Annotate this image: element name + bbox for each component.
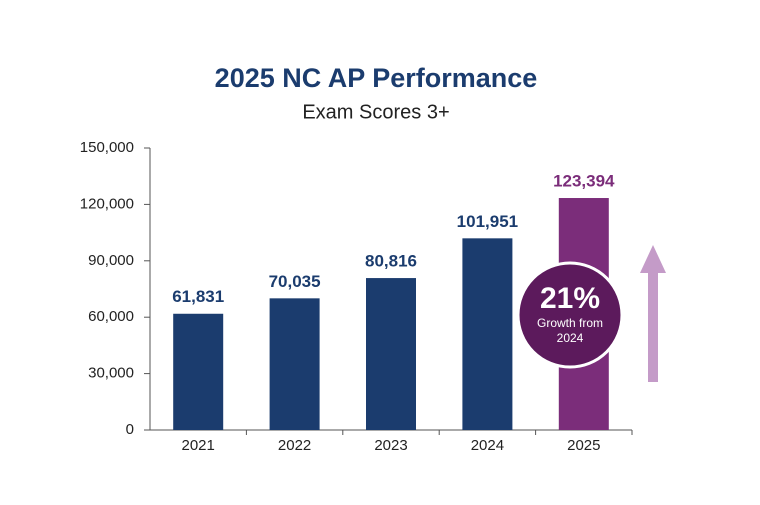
x-tick-label: 2024	[471, 437, 504, 454]
bar	[269, 298, 320, 430]
x-tick-label: 2023	[374, 437, 407, 454]
y-tick-label: 0	[126, 421, 134, 438]
value-label: 123,394	[553, 172, 615, 191]
bar	[366, 278, 416, 430]
bar	[173, 313, 224, 430]
growth-percent: 21%	[540, 282, 600, 315]
value-label: 61,831	[172, 287, 224, 306]
chart-subtitle: Exam Scores 3+	[302, 101, 449, 123]
value-label: 101,951	[457, 212, 518, 231]
value-label: 70,035	[269, 272, 321, 291]
x-tick-label: 2021	[182, 437, 215, 454]
growth-text: 2024	[557, 331, 584, 345]
x-tick-label: 2022	[278, 437, 311, 454]
growth-arrow	[640, 245, 666, 382]
value-label: 80,816	[365, 252, 417, 271]
y-tick-label: 90,000	[88, 252, 134, 269]
y-tick-label: 120,000	[80, 195, 134, 212]
growth-text: Growth from	[537, 316, 603, 330]
bar	[462, 238, 513, 430]
chart-title: 2025 NC AP Performance	[215, 63, 538, 93]
y-tick-label: 30,000	[88, 365, 134, 382]
growth-badge	[516, 261, 624, 369]
y-tick-label: 150,000	[80, 139, 134, 156]
y-tick-label: 60,000	[88, 308, 134, 325]
x-tick-label: 2025	[567, 437, 600, 454]
